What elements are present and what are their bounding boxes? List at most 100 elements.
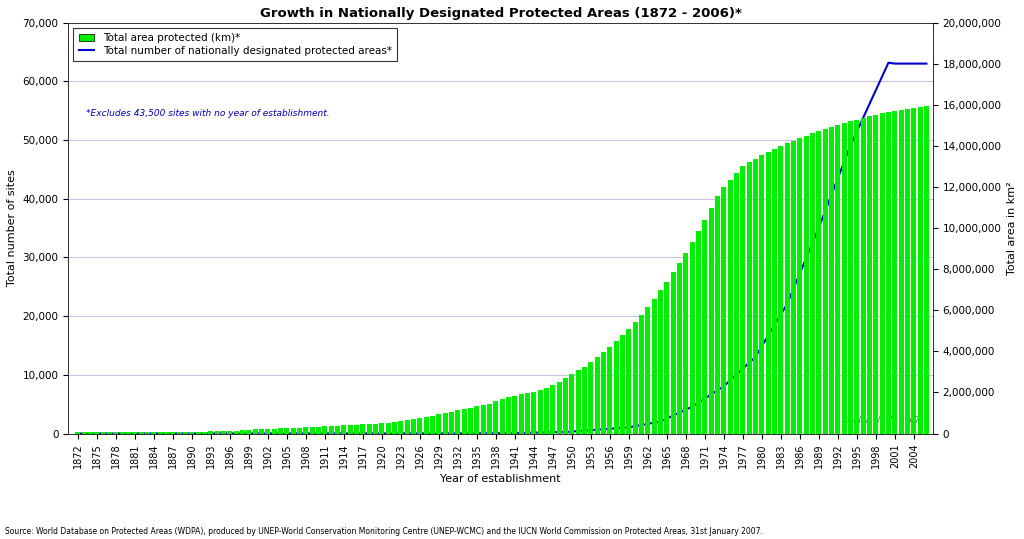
Bar <box>867 116 872 433</box>
Bar <box>189 432 195 433</box>
Bar <box>512 396 517 433</box>
Bar <box>651 299 656 433</box>
Bar <box>323 426 328 433</box>
Bar <box>784 143 790 433</box>
Bar <box>816 131 821 433</box>
Bar <box>753 158 758 433</box>
Bar <box>854 120 859 433</box>
Bar <box>404 420 410 433</box>
Bar <box>734 172 739 433</box>
Bar <box>778 146 783 433</box>
Bar <box>918 107 923 433</box>
Bar <box>456 410 460 433</box>
Bar <box>569 374 574 433</box>
Bar <box>582 367 587 433</box>
Bar <box>424 417 429 433</box>
Text: Source: World Database on Protected Areas (WDPA), produced by UNEP-World Conserv: Source: World Database on Protected Area… <box>5 527 763 536</box>
Bar <box>329 426 334 433</box>
Bar <box>82 432 87 433</box>
Bar <box>285 428 289 433</box>
Bar <box>449 412 454 433</box>
Bar <box>436 414 441 433</box>
Bar <box>696 231 701 433</box>
Bar <box>442 413 447 433</box>
Bar <box>880 113 885 433</box>
Bar <box>183 432 188 433</box>
Bar <box>417 418 422 433</box>
Bar <box>671 272 676 433</box>
Bar <box>550 385 555 433</box>
Bar <box>657 291 663 433</box>
Bar <box>386 423 390 433</box>
Bar <box>677 262 682 433</box>
Title: Growth in Nationally Designated Protected Areas (1872 - 2006)*: Growth in Nationally Designated Protecte… <box>259 7 741 20</box>
Bar <box>170 432 175 433</box>
Bar <box>828 127 834 433</box>
Bar <box>297 428 302 433</box>
Bar <box>303 427 308 433</box>
Bar <box>138 432 143 433</box>
Bar <box>486 404 492 433</box>
Bar <box>607 347 612 433</box>
Bar <box>645 307 650 433</box>
Bar <box>315 427 321 433</box>
Bar <box>810 134 815 433</box>
Bar <box>613 341 618 433</box>
Bar <box>259 429 264 433</box>
Text: *Excludes 43,500 sites with no year of establishment.: *Excludes 43,500 sites with no year of e… <box>86 109 329 118</box>
Bar <box>848 121 853 433</box>
Bar <box>639 315 644 433</box>
Bar <box>683 253 688 433</box>
Text: ©UNEP-WCMC 2007: ©UNEP-WCMC 2007 <box>843 416 920 425</box>
Y-axis label: Total area in km²: Total area in km² <box>1007 181 1017 275</box>
Bar <box>772 149 777 433</box>
Bar <box>398 421 403 433</box>
Bar <box>106 432 112 433</box>
Bar <box>100 432 105 433</box>
Bar <box>152 432 157 433</box>
Bar <box>746 162 752 433</box>
Bar <box>860 118 865 433</box>
Bar <box>227 431 232 433</box>
Bar <box>474 406 479 433</box>
Bar <box>379 423 384 433</box>
Bar <box>531 392 537 433</box>
Bar <box>208 431 213 433</box>
Bar <box>176 432 181 433</box>
Bar <box>335 425 340 433</box>
Bar <box>158 432 163 433</box>
Bar <box>367 424 372 433</box>
Bar <box>347 425 352 433</box>
Bar <box>500 399 505 433</box>
Bar <box>354 425 359 433</box>
Bar <box>709 208 714 433</box>
Bar <box>905 109 910 433</box>
Bar <box>759 155 764 433</box>
Bar <box>215 431 219 433</box>
Bar <box>665 282 670 433</box>
Bar <box>804 136 809 433</box>
Bar <box>341 425 346 433</box>
Bar <box>373 424 378 433</box>
Bar <box>702 220 708 433</box>
Bar <box>563 378 568 433</box>
Bar <box>518 395 523 433</box>
Bar <box>715 196 720 433</box>
Bar <box>620 335 625 433</box>
Bar <box>221 431 226 433</box>
Bar <box>75 432 80 433</box>
Bar <box>886 112 891 433</box>
Bar <box>271 429 276 433</box>
Bar <box>196 432 201 433</box>
Bar <box>506 397 511 433</box>
Bar <box>202 432 207 433</box>
Bar <box>265 429 270 433</box>
Bar <box>120 432 125 433</box>
Bar <box>633 322 638 433</box>
Bar <box>233 431 239 433</box>
Bar <box>525 393 530 433</box>
Bar <box>601 352 606 433</box>
Bar <box>144 432 150 433</box>
Bar <box>873 115 879 433</box>
Bar <box>842 123 847 433</box>
